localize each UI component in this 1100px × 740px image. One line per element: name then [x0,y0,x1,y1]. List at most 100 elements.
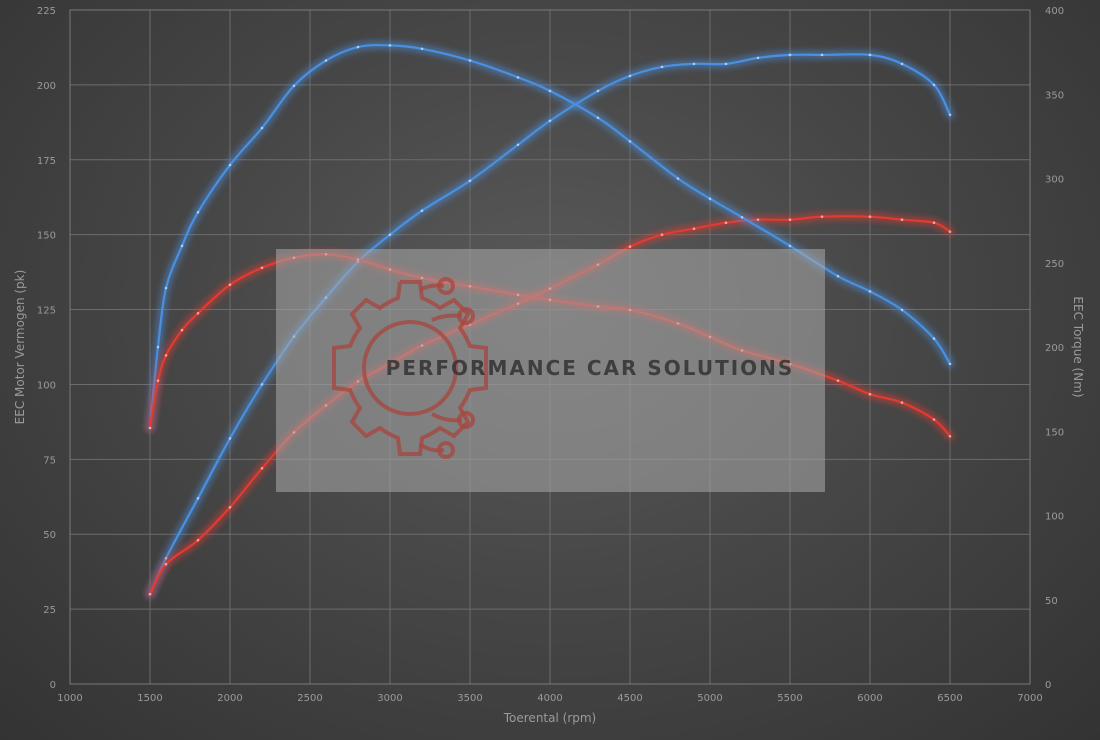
data-point [260,383,264,386]
data-point [948,230,952,233]
x-tick-label: 1000 [57,693,82,704]
data-point [596,116,600,120]
y-right-tick-label: 300 [1045,175,1064,186]
data-point [868,290,872,293]
data-point [292,84,296,88]
data-point [596,89,600,93]
data-point [628,140,632,143]
watermark: PERFORMANCE CAR SOLUTIONS [276,249,825,492]
data-point [932,221,936,224]
y-right-tick-label: 400 [1045,6,1064,17]
y-right-tick-label: 100 [1045,512,1064,523]
y-right-axis-title: EEC Torque (Nm) [1071,296,1085,397]
data-point [228,506,232,509]
data-point [692,62,696,66]
data-point [260,266,264,270]
x-tick-label: 2500 [297,693,322,704]
data-point [932,83,936,87]
data-point [628,74,632,78]
data-point [868,215,872,218]
y-left-tick-label: 200 [37,81,56,92]
data-point [900,308,904,312]
data-point [932,337,936,340]
x-tick-label: 4000 [537,693,562,704]
data-point [516,143,520,147]
x-tick-label: 1500 [137,693,162,704]
y-left-tick-label: 100 [37,380,56,391]
data-point [756,218,760,221]
data-point [548,89,552,93]
data-point [692,227,696,230]
gear-icon [332,277,488,459]
data-point [156,345,160,349]
x-axis-ticks: 1000 1500 2000 2500 3000 3500 4000 4500 5000 5500… [57,693,1042,704]
data-point [788,218,792,221]
x-tick-label: 4500 [617,693,642,704]
data-point [260,467,264,470]
data-point [548,119,552,123]
x-tick-label: 3500 [457,693,482,704]
y-right-tick-label: 0 [1045,680,1051,691]
x-tick-label: 6500 [937,693,962,704]
y-left-tick-label: 25 [43,605,56,616]
data-point [164,286,168,290]
data-point [196,497,200,500]
data-point [868,53,872,57]
data-point [196,210,200,214]
data-point [948,113,952,117]
data-point [868,392,872,396]
x-tick-label: 3000 [377,693,402,704]
series-2-torque-line [145,40,955,433]
data-point [164,562,168,566]
y-right-tick-label: 50 [1045,596,1058,607]
data-point [900,401,904,404]
data-point [164,354,168,357]
data-point [516,76,520,79]
data-point [948,362,952,366]
y-right-tick-label: 150 [1045,427,1064,438]
y-left-tick-label: 75 [43,455,56,466]
y-right-axis-ticks: 0 50 100 150 200 250 300 350 400 [1045,6,1064,691]
data-point [420,209,424,212]
y-left-tick-label: 125 [37,306,56,317]
data-point [148,592,152,596]
data-point [196,538,200,542]
data-point [180,244,184,248]
x-tick-label: 5500 [777,693,802,704]
data-point [420,47,424,51]
y-left-tick-label: 175 [37,156,56,167]
data-point [260,126,264,130]
data-point [660,65,664,69]
data-point [724,62,728,66]
data-point [820,215,824,218]
x-tick-label: 6000 [857,693,882,704]
data-point [836,274,840,278]
x-tick-label: 5000 [697,693,722,704]
data-point [356,45,360,49]
y-left-tick-label: 0 [50,680,56,691]
data-point [324,59,328,62]
data-point [932,418,936,421]
data-point [948,435,952,438]
y-right-tick-label: 200 [1045,343,1064,354]
data-point [148,426,152,430]
data-point [900,218,904,221]
x-tick-label: 2000 [217,693,242,704]
y-left-tick-label: 225 [37,6,56,17]
x-axis-title: Toerental (rpm) [503,711,596,725]
plot-frame [69,9,1031,685]
data-point [836,379,840,383]
data-point [708,197,712,200]
data-point [676,177,680,180]
data-point [900,62,904,66]
data-point [468,59,472,62]
y-right-tick-label: 350 [1045,90,1064,101]
data-point [628,245,632,248]
watermark-box [276,249,825,492]
data-point [788,53,792,57]
data-point [228,437,232,440]
data-point [196,312,200,315]
data-point [756,56,760,60]
data-point [228,283,232,287]
